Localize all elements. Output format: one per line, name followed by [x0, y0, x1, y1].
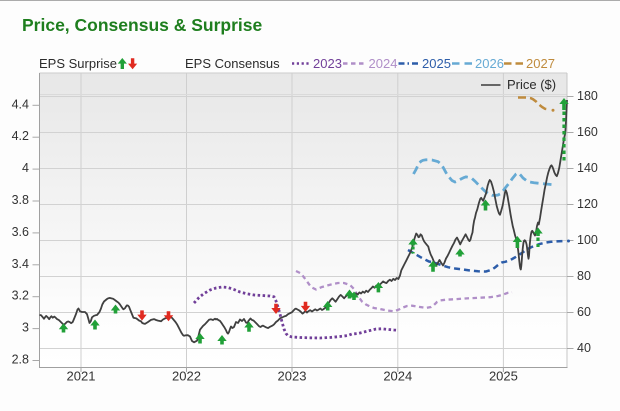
svg-text:40: 40 [577, 341, 591, 355]
svg-text:2024: 2024 [369, 56, 398, 71]
svg-text:Price ($): Price ($) [507, 77, 556, 92]
svg-text:160: 160 [577, 125, 598, 139]
svg-text:2023: 2023 [313, 56, 342, 71]
svg-text:Price, Consensus & Surprise: Price, Consensus & Surprise [22, 15, 262, 35]
svg-text:3.6: 3.6 [12, 225, 29, 239]
svg-text:2024: 2024 [383, 369, 412, 384]
svg-text:2027: 2027 [526, 56, 555, 71]
svg-text:2026: 2026 [475, 56, 504, 71]
svg-text:4.2: 4.2 [12, 129, 29, 143]
svg-text:2022: 2022 [172, 369, 201, 384]
svg-text:2023: 2023 [278, 369, 307, 384]
svg-text:2025: 2025 [422, 56, 451, 71]
svg-text:2025: 2025 [489, 369, 518, 384]
svg-text:60: 60 [577, 305, 591, 319]
svg-text:EPS Surprise: EPS Surprise [39, 56, 117, 71]
svg-text:180: 180 [577, 89, 598, 103]
svg-text:80: 80 [577, 269, 591, 283]
svg-text:4: 4 [22, 161, 29, 175]
svg-text:140: 140 [577, 161, 598, 175]
svg-text:3.4: 3.4 [12, 257, 29, 271]
svg-text:2.8: 2.8 [12, 353, 29, 367]
svg-text:3.8: 3.8 [12, 193, 29, 207]
svg-text:3: 3 [22, 321, 29, 335]
svg-text:100: 100 [577, 233, 598, 247]
svg-text:EPS Consensus: EPS Consensus [185, 56, 280, 71]
svg-text:120: 120 [577, 197, 598, 211]
svg-text:4.4: 4.4 [12, 97, 29, 111]
svg-text:3.2: 3.2 [12, 289, 29, 303]
svg-text:2021: 2021 [67, 369, 96, 384]
